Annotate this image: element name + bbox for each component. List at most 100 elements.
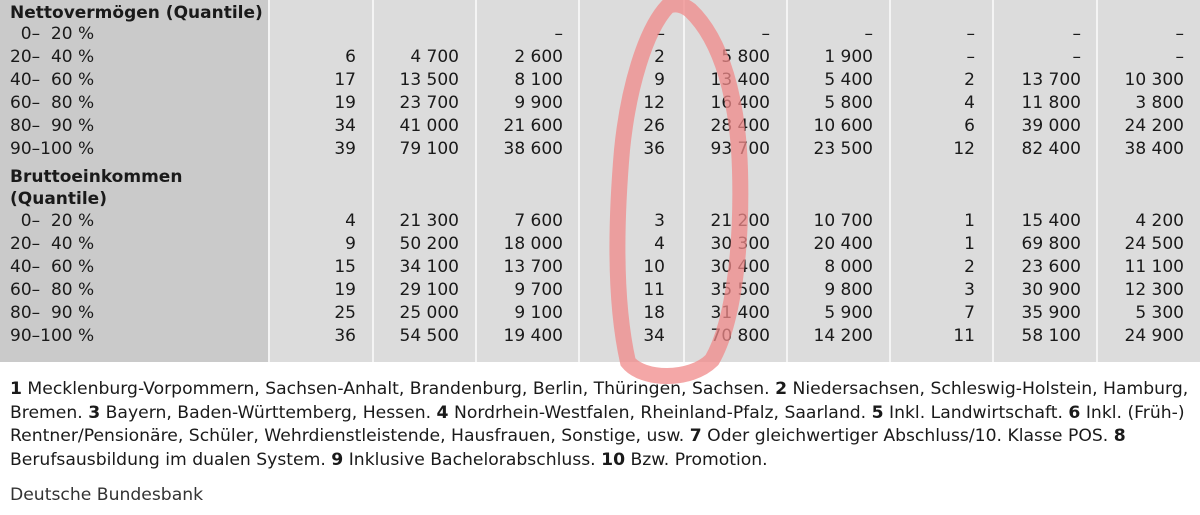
column-separator [786, 0, 788, 362]
table-cell: 4 700 [410, 47, 459, 67]
table-cell: 38 600 [503, 139, 563, 159]
table-cell: 41 000 [399, 116, 459, 136]
table-cell: 39 [334, 139, 356, 159]
table-cell: 54 500 [399, 326, 459, 346]
table-cell: 70 800 [710, 326, 770, 346]
table-cell: 93 700 [710, 139, 770, 159]
data-table: Nettovermögen (Quantile) 0– 20 % – – – – – – – 2… [0, 0, 1200, 362]
table-cell: 36 [643, 139, 665, 159]
column-separator [268, 0, 270, 362]
table-cell: 2 600 [514, 47, 563, 67]
table-cell: 38 400 [1124, 139, 1184, 159]
footnote-text: Nordrhein-Westfalen, Rheinland-Pfalz, Sa… [448, 402, 872, 423]
table-cell: 6 [345, 47, 356, 67]
table-cell: 7 600 [514, 211, 563, 231]
table-cell: 3 [964, 280, 975, 300]
row-label: 60– 80 % [10, 93, 95, 113]
table-cell: 30 900 [1021, 280, 1081, 300]
table-cell: – [966, 47, 976, 67]
table-cell: – [1175, 47, 1185, 67]
table-cell: 15 [334, 257, 356, 277]
column-separator [372, 0, 374, 362]
table-cell: 2 [964, 257, 975, 277]
table-cell: 23 500 [813, 139, 873, 159]
footnote-number: 7 [689, 426, 702, 446]
table-cell: 13 400 [710, 70, 770, 90]
footnotes: 1 Mecklenburg-Vorpommern, Sachsen-Anhalt… [10, 378, 1195, 472]
table-cell: 9 800 [824, 280, 873, 300]
footnote-number: 10 [601, 449, 626, 470]
table-cell: 1 [964, 211, 975, 231]
table-cell: 35 500 [710, 280, 770, 300]
table-cell: 9 [345, 234, 356, 254]
table-cell: 35 900 [1021, 303, 1081, 323]
column-separator [1096, 0, 1098, 362]
table-cell: 4 [345, 211, 356, 231]
table-cell: 21 300 [399, 211, 459, 231]
table-cell: 14 200 [813, 326, 873, 346]
footnote-text: Inklusive Bachelorabschluss. [343, 449, 602, 470]
table-cell: 10 600 [813, 116, 873, 136]
footnote-number: 1 [10, 379, 22, 399]
footnote-text: Bayern, Baden-Württemberg, Hessen. [100, 402, 437, 423]
footnote-text: Inkl. Landwirtschaft. [883, 402, 1069, 423]
table-cell: 3 800 [1135, 93, 1184, 113]
footnote-number: 4 [436, 402, 449, 423]
table-cell: 3 [654, 211, 665, 231]
table-cell: 50 200 [399, 234, 459, 254]
table-cell: 9 [654, 70, 665, 90]
table-cell: 28 400 [710, 116, 770, 136]
table-cell: 24 900 [1124, 326, 1184, 346]
table-cell: 21 600 [503, 116, 563, 136]
row-label: 0– 20 % [10, 211, 95, 231]
table-cell: 11 800 [1021, 93, 1081, 113]
footnote-number: 9 [331, 449, 344, 470]
table-cell: 5 900 [824, 303, 873, 323]
table-cell: 19 [334, 93, 356, 113]
table-cell: 30 400 [710, 257, 770, 277]
table-cell: 5 400 [824, 70, 873, 90]
table-cell: 2 [654, 47, 665, 67]
row-label: 20– 40 % [10, 234, 95, 254]
footnote-number: 3 [88, 402, 101, 423]
footnote-number: 2 [775, 379, 788, 399]
row-label: 90–100 % [10, 139, 95, 159]
table-cell: 4 200 [1135, 211, 1184, 231]
table-cell: – [761, 24, 771, 44]
table-cell: 23 700 [399, 93, 459, 113]
row-label: 80– 90 % [10, 116, 95, 136]
table-cell: 30 300 [710, 234, 770, 254]
table-cell: 10 [643, 257, 665, 277]
table-cell: 15 400 [1021, 211, 1081, 231]
table-cell: 23 600 [1021, 257, 1081, 277]
column-separator [683, 0, 685, 362]
table-cell: 9 100 [514, 303, 563, 323]
table-cell: 12 [953, 139, 975, 159]
row-label-column [0, 0, 268, 362]
section-title: Nettovermögen (Quantile) [10, 3, 263, 23]
table-cell: 4 [964, 93, 975, 113]
row-label: 40– 60 % [10, 70, 95, 90]
row-label: 90–100 % [10, 326, 95, 346]
table-cell: 9 900 [514, 93, 563, 113]
footnote-text: Mecklenburg-Vorpommern, Sachsen-Anhalt, … [21, 379, 776, 399]
table-cell: 31 400 [710, 303, 770, 323]
table-cell: 34 [643, 326, 665, 346]
table-cell: 5 300 [1135, 303, 1184, 323]
table-cell: 18 [643, 303, 665, 323]
table-cell: 82 400 [1021, 139, 1081, 159]
table-cell: 36 [334, 326, 356, 346]
table-cell: 19 [334, 280, 356, 300]
table-cell: 24 500 [1124, 234, 1184, 254]
row-label: 40– 60 % [10, 257, 95, 277]
table-cell: 5 800 [824, 93, 873, 113]
table-cell: 12 300 [1124, 280, 1184, 300]
table-cell: – [554, 24, 564, 44]
footnote-number: 8 [1113, 426, 1126, 446]
table-cell: 8 000 [824, 257, 873, 277]
footnote-text: Niedersachsen, Schleswig-Holstein, Hambu… [10, 379, 1189, 423]
table-cell: 13 700 [1021, 70, 1081, 90]
table-cell: 5 800 [721, 47, 770, 67]
table-cell: 8 100 [514, 70, 563, 90]
table-cell: 58 100 [1021, 326, 1081, 346]
